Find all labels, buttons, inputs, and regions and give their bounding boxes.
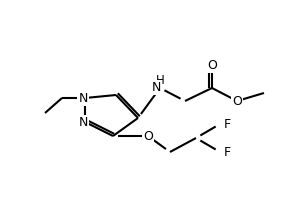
Text: N: N xyxy=(78,115,88,129)
Text: N: N xyxy=(78,91,88,105)
Text: F: F xyxy=(224,146,231,159)
Text: O: O xyxy=(207,58,217,71)
Text: O: O xyxy=(232,94,242,108)
Text: O: O xyxy=(143,129,153,143)
Text: F: F xyxy=(224,117,231,130)
Text: H: H xyxy=(156,73,164,87)
Text: N: N xyxy=(151,81,161,93)
